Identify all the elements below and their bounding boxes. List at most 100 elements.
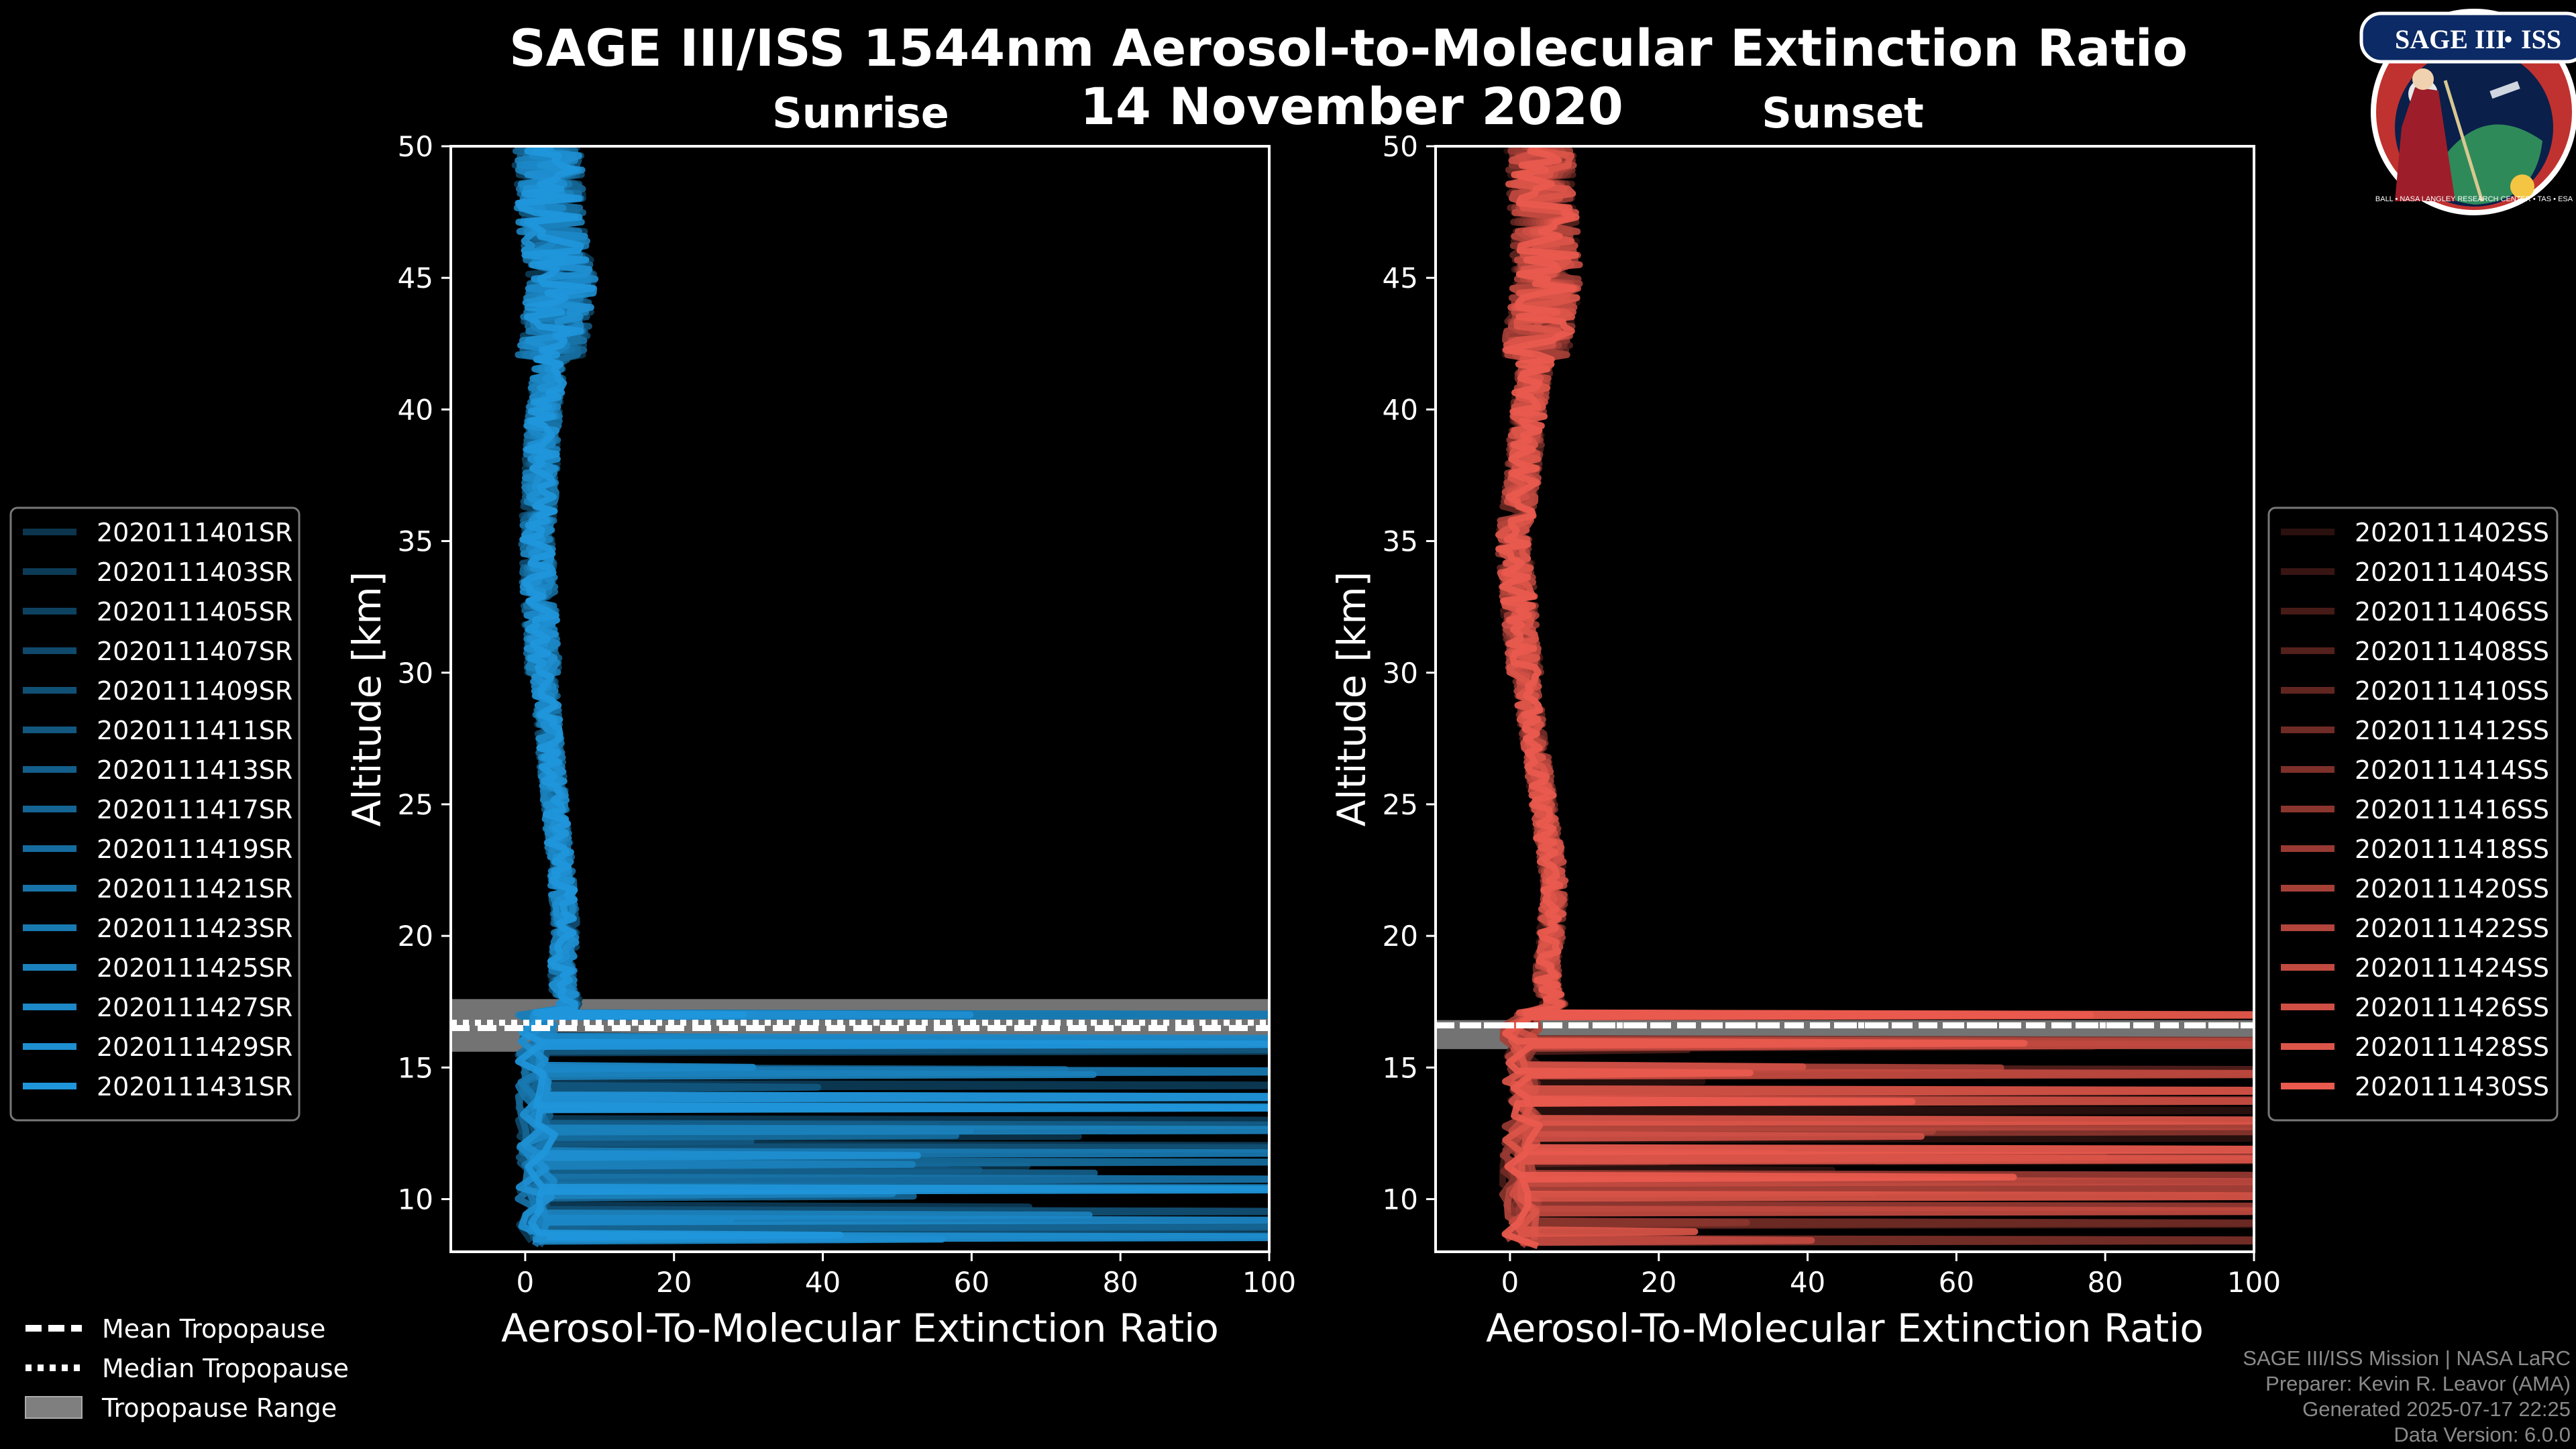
- date-subtitle: 14 November 2020: [1080, 76, 1623, 136]
- legend-label: 2020111422SS: [2355, 914, 2549, 943]
- legend-label: 2020111421SR: [97, 874, 292, 904]
- y-tick-label: 15: [398, 1051, 433, 1084]
- x-tick-label: 20: [1641, 1266, 1676, 1299]
- y-tick-label: 35: [1383, 525, 1418, 558]
- axes-frame: [1434, 145, 2255, 1253]
- logo-figure-head: [2412, 68, 2434, 90]
- legend-label: 2020111420SS: [2355, 874, 2549, 904]
- legend-label: 2020111418SS: [2355, 835, 2549, 864]
- legend-label: 2020111428SS: [2355, 1032, 2549, 1062]
- legend-label: 2020111431SR: [97, 1072, 292, 1102]
- legend-label: 2020111405SR: [97, 597, 292, 627]
- credit-mission: SAGE III/ISS Mission | NASA LaRC: [2243, 1346, 2571, 1370]
- logo-ring-text: BALL • NASA LANGLEY RESEARCH CENTER • TA…: [2375, 195, 2573, 203]
- y-tick-label: 30: [1383, 657, 1418, 690]
- y-tick-label: 20: [398, 920, 433, 953]
- y-tick-label: 40: [398, 393, 433, 426]
- legend-box: [9, 506, 301, 1122]
- legend-label: 2020111423SR: [97, 914, 292, 943]
- axes-frame: [449, 145, 1271, 1253]
- main-title: SAGE III/ISS 1544nm Aerosol-to-Molecular…: [509, 18, 2188, 78]
- sunset-legend: 2020111402SS 2020111404SS 2020111406SS 2020…: [2267, 506, 2559, 1122]
- legend-label: 2020111411SR: [97, 716, 292, 745]
- y-tick-label: 50: [398, 130, 433, 163]
- legend-label: 2020111424SS: [2355, 953, 2549, 983]
- y-tick-label: 35: [398, 525, 433, 558]
- legend-label: 2020111406SS: [2355, 597, 2549, 627]
- x-tick-label: 60: [954, 1266, 989, 1299]
- sunrise-legend: 2020111401SR 2020111403SR 2020111405SR 2020…: [9, 506, 301, 1122]
- credits-block: SAGE III/ISS Mission | NASA LaRC Prepare…: [2243, 1346, 2571, 1448]
- x-tick-label: 40: [805, 1266, 841, 1299]
- legend-label: 2020111409SR: [97, 676, 292, 706]
- legend-label: 2020111408SS: [2355, 637, 2549, 666]
- legend-label: 2020111427SR: [97, 993, 292, 1022]
- x-tick-label: 0: [1501, 1266, 1519, 1299]
- y-tick-label: 40: [1383, 393, 1418, 426]
- x-tick-label: 20: [656, 1266, 692, 1299]
- x-tick-label: 60: [1939, 1266, 1974, 1299]
- legend-label: 2020111416SS: [2355, 795, 2549, 824]
- y-tick-label: 10: [1383, 1183, 1418, 1216]
- y-axis-label: Altitude [km]: [1329, 572, 1375, 826]
- legend-label: 2020111412SS: [2355, 716, 2549, 745]
- logo-iss-station: [2489, 80, 2520, 99]
- logo-staff: [2443, 80, 2484, 202]
- legend-label: 2020111430SS: [2355, 1072, 2549, 1102]
- tropopause-legend: Mean Tropopause Median Tropopause Tropopau…: [25, 1314, 349, 1423]
- x-axis-label: Aerosol-To-Molecular Extinction Ratio: [1486, 1305, 2204, 1351]
- tropopause-legend-label: Median Tropopause: [102, 1354, 349, 1383]
- credit-generated: Generated 2025-07-17 22:25: [2302, 1397, 2571, 1421]
- x-tick-label: 0: [517, 1266, 535, 1299]
- y-tick-label: 25: [1383, 788, 1418, 821]
- credit-version: Data Version: 6.0.0: [2394, 1423, 2571, 1446]
- legend-label: 2020111425SR: [97, 953, 292, 983]
- logo-separator: •: [2504, 24, 2513, 54]
- legend-label: 2020111410SS: [2355, 676, 2549, 706]
- sunrise-panel-title: Sunrise: [772, 89, 949, 138]
- x-axis-label: Aerosol-To-Molecular Extinction Ratio: [501, 1305, 1219, 1351]
- x-tick-label: 80: [1102, 1266, 1138, 1299]
- sunset-panel: 0 20 40 60 80 100 10 15 20 25 30 35 40 45 50 Aerosol-To…: [1329, 130, 2281, 1351]
- y-axis-label: Altitude [km]: [344, 572, 390, 826]
- sunrise-panel: 0 20 40 60 80 100 10 15 20 25 30 35 40 45 50 Aerosol-To…: [344, 130, 1296, 1351]
- y-tick-label: 20: [1383, 920, 1418, 953]
- credit-preparer: Preparer: Kevin R. Leavor (AMA): [2265, 1372, 2571, 1395]
- tropopause-legend-label: Mean Tropopause: [102, 1314, 325, 1344]
- legend-label: 2020111429SR: [97, 1032, 292, 1062]
- y-tick-label: 45: [398, 262, 433, 294]
- logo-text-sage: SAGE III: [2395, 24, 2506, 54]
- legend-label: 2020111407SR: [97, 637, 292, 666]
- logo-banner: [2359, 11, 2576, 64]
- profile-line-2020111430SS: [1495, 146, 2254, 1250]
- y-tick-label: 30: [398, 657, 433, 690]
- plot-area: [451, 146, 1269, 1248]
- x-tick-label: 100: [2227, 1266, 2281, 1299]
- logo-text-iss: ISS: [2521, 24, 2561, 54]
- x-tick-label: 40: [1790, 1266, 1825, 1299]
- profile-line-2020111431SR: [515, 146, 1269, 1241]
- sunset-panel-title: Sunset: [1762, 89, 1924, 138]
- legend-label: 2020111404SS: [2355, 557, 2549, 587]
- y-tick-label: 10: [398, 1183, 433, 1216]
- y-tick-label: 50: [1383, 130, 1418, 163]
- logo-sun: [2510, 174, 2534, 199]
- y-tick-label: 45: [1383, 262, 1418, 294]
- legend-label: 2020111426SS: [2355, 993, 2549, 1022]
- legend-label: 2020111402SS: [2355, 518, 2549, 547]
- legend-label: 2020111417SR: [97, 795, 292, 824]
- legend-label: 2020111413SR: [97, 755, 292, 785]
- tropopause-legend-label: Tropopause Range: [101, 1393, 337, 1423]
- legend-label: 2020111403SR: [97, 557, 292, 587]
- legend-label: 2020111419SR: [97, 835, 292, 864]
- legend-box: [2267, 506, 2559, 1122]
- tropopause-legend-swatch: [25, 1396, 83, 1419]
- legend-label: 2020111401SR: [97, 518, 292, 547]
- y-tick-label: 25: [398, 788, 433, 821]
- logo-figure-robe: [2395, 87, 2455, 201]
- x-tick-label: 100: [1242, 1266, 1296, 1299]
- x-tick-label: 80: [2087, 1266, 2123, 1299]
- sage-iii-iss-logo: SAGE III • ISS BALL • NASA LANGLEY RESEA…: [2359, 9, 2576, 215]
- plot-area: [1436, 146, 2254, 1250]
